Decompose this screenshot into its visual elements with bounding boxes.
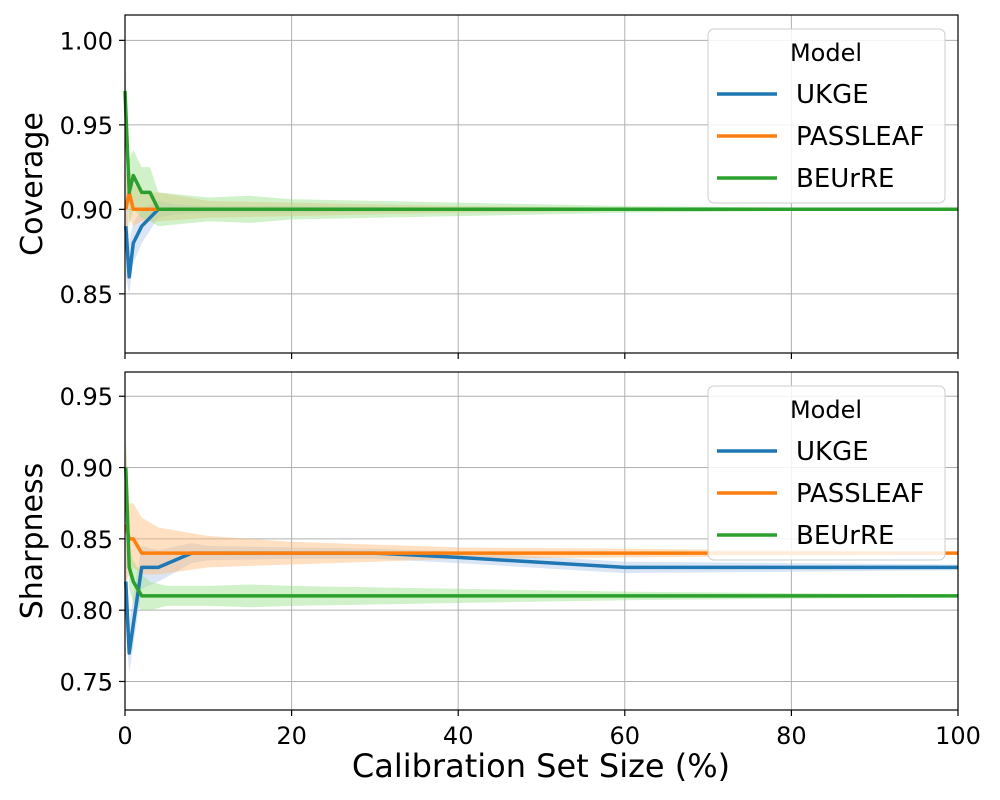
x-axis-label: Calibration Set Size (%) (352, 747, 730, 785)
coverage-plot-frame (124, 14, 959, 354)
coverage-legend-box (707, 28, 946, 204)
sharpness-plot-frame (124, 371, 959, 711)
sharpness-x-tick-label: 80 (776, 722, 807, 750)
coverage-y-axis-label: Coverage (15, 112, 50, 256)
sharpness-x-tick-label: 100 (935, 722, 981, 750)
coverage-band-passleaf (125, 167, 959, 244)
coverage-series-line-beurre (123, 90, 958, 212)
coverage-y-tick-label: 0.95 (60, 112, 113, 140)
sharpness-y-tick-label: 0.75 (60, 668, 113, 696)
sharpness-ticks: 0.75 0.80 0.85 0.90 0.95 0 20 40 60 80 100 (60, 383, 981, 750)
sharpness-lines (124, 467, 958, 655)
sharpness-legend-label-beurre: BEUrRE (796, 521, 894, 551)
sharpness-legend-box (707, 385, 946, 561)
sharpness-x-tick-label: 20 (276, 722, 307, 750)
sharpness-legend-label-passleaf: PASSLEAF (796, 479, 924, 509)
sharpness-x-tick-label: 40 (443, 722, 474, 750)
sharpness-series-line-beurre (124, 467, 958, 598)
sharpness-y-axis-label: Sharpness (15, 463, 50, 620)
coverage-legend-label-ukge: UKGE (796, 80, 869, 110)
coverage-legend-label-beurre: BEUrRE (796, 164, 894, 194)
coverage-legend-title: Model (790, 39, 862, 67)
sharpness-y-tick-label: 0.85 (60, 526, 113, 554)
sharpness-band-passleaf (125, 439, 959, 582)
sharpness-y-tick-label: 0.80 (60, 597, 113, 625)
coverage-y-tick-label: 0.90 (60, 196, 113, 224)
sharpness-y-tick-label: 0.90 (60, 455, 113, 483)
sharpness-legend-label-ukge: UKGE (796, 437, 869, 467)
coverage-legend-label-passleaf: PASSLEAF (796, 122, 924, 152)
coverage-y-tick-label: 0.85 (60, 281, 113, 309)
sharpness-y-tick-label: 0.95 (60, 383, 113, 411)
sharpness-legend: Model UKGE PASSLEAF BEUrRE (707, 385, 946, 561)
sharpness-band-beurre (125, 439, 959, 611)
coverage-lines (123, 90, 958, 279)
coverage-legend: Model UKGE PASSLEAF BEUrRE (707, 28, 946, 204)
sharpness-panel: 0.75 0.80 0.85 0.90 0.95 0 20 40 60 80 100 Sharpne… (15, 371, 981, 785)
sharpness-series-line-passleaf (124, 524, 958, 555)
sharpness-x-tick-label: 0 (117, 722, 132, 750)
coverage-ticks: 0.85 0.90 0.95 1.00 (60, 27, 959, 359)
coverage-y-tick-label: 1.00 (60, 27, 113, 55)
sharpness-x-tick-label: 60 (610, 722, 641, 750)
coverage-panel: 0.85 0.90 0.95 1.00 Coverage Model UKGE PAS… (15, 14, 959, 359)
sharpness-legend-title: Model (790, 396, 862, 424)
